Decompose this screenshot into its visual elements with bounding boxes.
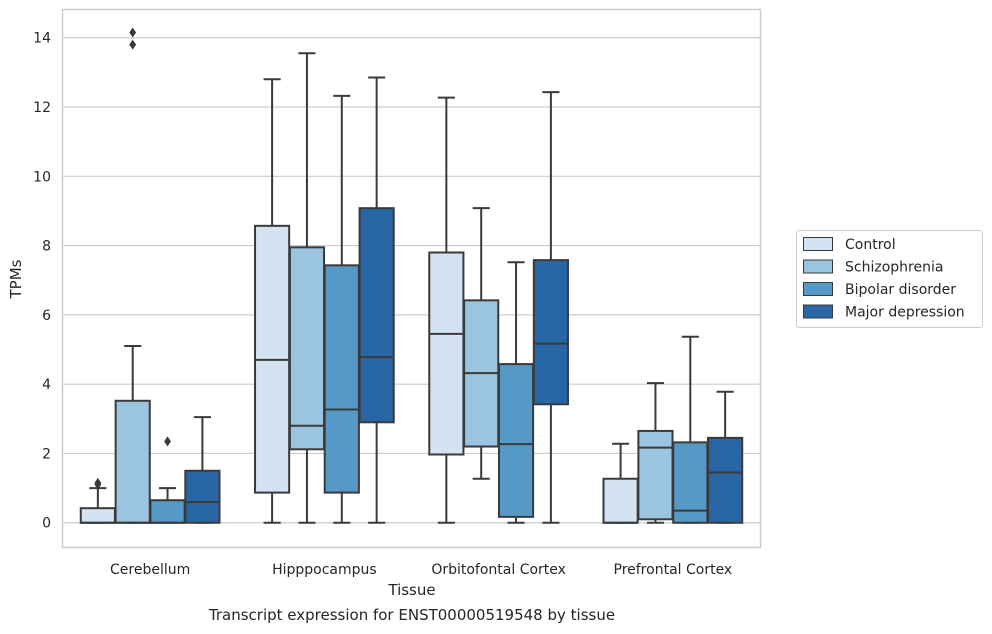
figure-caption: Transcript expression for ENST0000051954… (208, 606, 616, 624)
y-tick-label: 14 (33, 31, 51, 47)
outlier-point (129, 39, 137, 50)
box-iqr (323, 264, 360, 494)
box-plot (358, 76, 395, 524)
box-plot (149, 436, 186, 524)
box-iqr (149, 499, 186, 524)
box-plot (602, 442, 639, 524)
legend-swatch (803, 304, 833, 319)
legend-label: Bipolar disorder (845, 282, 956, 298)
y-tick-label: 2 (42, 446, 51, 462)
legend-swatch (803, 259, 833, 274)
legend-frame (796, 230, 983, 328)
box-iqr (79, 507, 116, 524)
box-groups (79, 27, 744, 524)
y-tick-label: 10 (33, 169, 51, 185)
box-iqr (114, 399, 151, 524)
y-tick-label: 6 (42, 308, 51, 324)
x-tick-labels: Cerebellum Hipppocampus Orbitofontal Corte… (110, 562, 732, 578)
x-axis-label: Tissue (387, 581, 435, 599)
legend-label: Control (845, 237, 896, 253)
legend-swatch (803, 237, 833, 251)
box-plot (114, 27, 151, 524)
outlier-point (94, 477, 102, 488)
plot-frame (61, 8, 762, 549)
box-iqr (637, 429, 674, 521)
box-iqr (532, 259, 569, 406)
box-iqr (428, 251, 465, 456)
legend-swatch (803, 282, 833, 296)
x-tick-label: Cerebellum (110, 562, 190, 578)
box-plot (637, 382, 674, 524)
box-plot (707, 390, 744, 524)
x-tick-label: Hipppocampus (272, 562, 377, 578)
box-iqr (707, 436, 744, 524)
x-tick-label: Orbitofontal Cortex (431, 562, 566, 578)
box-iqr (184, 469, 221, 524)
y-tick-label: 0 (42, 516, 51, 532)
chart-canvas: 0 2 4 6 8 10 12 14 Cerebellum Hipppocampus Orbito… (7, 8, 983, 599)
legend-label: Major depression (845, 305, 965, 321)
box-plot (288, 52, 326, 524)
box-iqr (358, 207, 395, 424)
box-plot (254, 78, 291, 524)
y-tick-labels: 0 2 4 6 8 10 12 14 (33, 31, 51, 532)
y-axis-label: TPMs (7, 259, 25, 299)
gridlines (63, 37, 760, 524)
outlier-point (164, 436, 171, 447)
y-tick-label: 8 (42, 239, 51, 255)
legend-label: Schizophrenia (845, 260, 943, 276)
box-plot (463, 207, 500, 480)
box-plot (323, 94, 360, 524)
box-plot (184, 416, 221, 524)
y-tick-label: 12 (33, 100, 51, 116)
box-plot (532, 91, 569, 524)
box-plot (79, 477, 116, 524)
box-plot (672, 335, 709, 524)
x-tick-label: Prefrontal Cortex (614, 562, 733, 578)
box-plot (428, 96, 465, 524)
outlier-point (129, 27, 137, 38)
y-tick-label: 4 (42, 377, 51, 393)
legend: Control Schizophrenia Bipolar disorder Majo… (796, 230, 983, 328)
box-iqr (497, 363, 535, 518)
box-iqr (602, 477, 639, 524)
box-plot (497, 261, 535, 524)
box-iqr (288, 246, 326, 451)
